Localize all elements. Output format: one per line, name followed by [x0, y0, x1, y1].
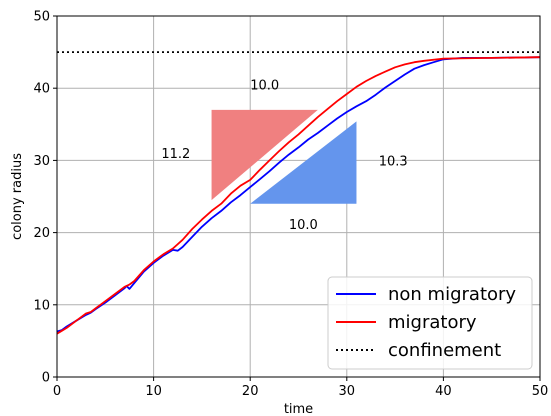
y-tick-label: 10 [33, 298, 50, 313]
series-lines [56, 51, 541, 335]
annotations: 10.0 11.2 10.3 10.0 [161, 79, 407, 233]
y-tick-label: 30 [33, 154, 50, 169]
x-tick-label: 40 [435, 384, 452, 399]
annotation-label: 10.0 [250, 79, 279, 94]
y-tick-label: 40 [33, 82, 50, 97]
x-tick-label: 0 [53, 384, 61, 399]
y-tick-label: 0 [42, 371, 50, 386]
series-line-non-migratory [56, 56, 541, 333]
y-tick-label: 50 [33, 10, 50, 25]
legend: non migratory migratory confinement [327, 276, 533, 370]
x-tick-label: 50 [532, 384, 549, 399]
plot-frame [56, 15, 541, 378]
x-axis-label: time [284, 402, 313, 416]
series-line-migratory [56, 56, 541, 335]
y-axis-label: colony radius [10, 153, 25, 240]
x-tick-label: 30 [339, 384, 356, 399]
legend-label: confinement [388, 340, 501, 361]
slope-triangles [211, 109, 357, 204]
axis-ticks: 0 10 20 30 40 50 0 10 20 30 40 50 [33, 10, 548, 400]
x-tick-label: 10 [145, 384, 162, 399]
slope-triangle [211, 109, 318, 201]
grid-lines [56, 15, 541, 378]
y-tick-label: 20 [33, 226, 50, 241]
legend-label: migratory [388, 312, 477, 333]
x-tick-label: 20 [242, 384, 259, 399]
annotation-label: 10.0 [289, 218, 318, 233]
legend-label: non migratory [388, 284, 516, 305]
annotation-label: 11.2 [161, 147, 190, 162]
slope-triangle [250, 121, 357, 204]
legend-box [327, 276, 533, 370]
annotation-label: 10.3 [379, 154, 408, 169]
